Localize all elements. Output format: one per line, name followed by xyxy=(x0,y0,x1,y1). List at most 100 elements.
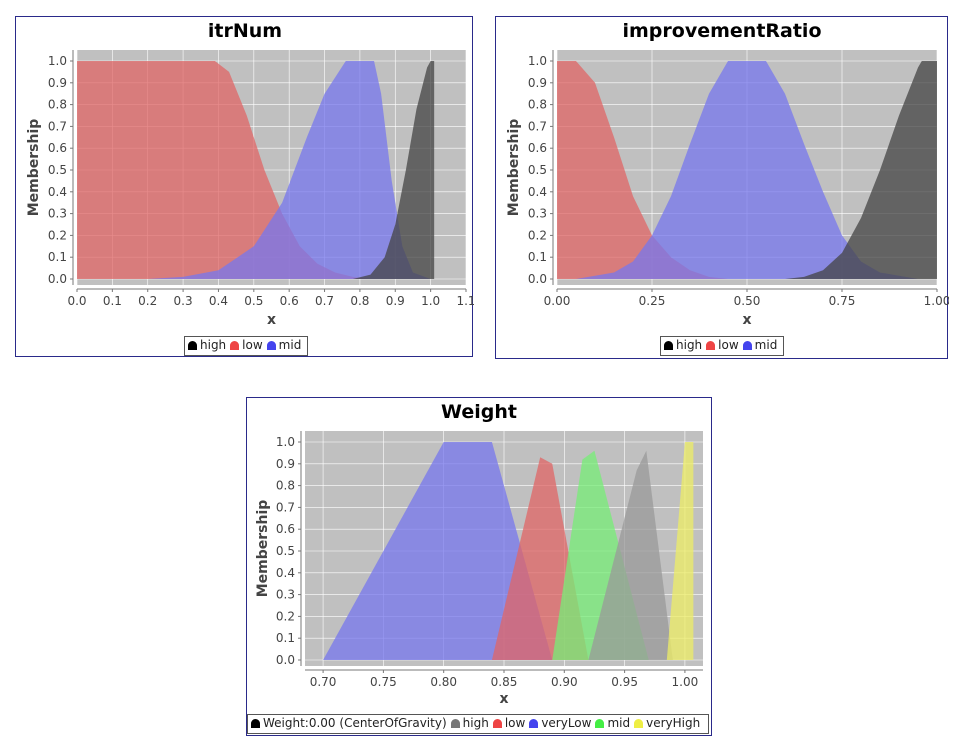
y-tick-label: 0.9 xyxy=(48,76,67,90)
legend-item: low xyxy=(492,716,526,730)
legend-swatch-icon xyxy=(188,341,197,350)
legend-item: low xyxy=(230,338,263,352)
chart-title: improvementRatio xyxy=(623,20,822,42)
y-tick-label: 0.7 xyxy=(276,500,295,514)
legend-label: high xyxy=(200,338,227,352)
y-axis-label: Membership xyxy=(26,119,42,217)
chart-panel-improvementratio: improvementRatio 0.0 0.1 0.2 0.3 0.4 0.5 0.6 0.7… xyxy=(495,16,949,359)
legend-item: mid xyxy=(595,716,630,730)
legend-item: high xyxy=(188,338,226,352)
legend-weight: Weight:0.00 (CenterOfGravity) high low very… xyxy=(247,714,709,734)
x-tick-label: 1.00 xyxy=(672,675,699,689)
legend-swatch-icon xyxy=(251,719,260,728)
x-axis-label: x xyxy=(499,691,508,707)
x-tick-label: 0.75 xyxy=(370,675,397,689)
legend-swatch-icon xyxy=(230,341,240,350)
legend-item: veryHigh xyxy=(634,716,700,730)
x-tick-label: 0.95 xyxy=(611,675,638,689)
y-tick-label: 1.0 xyxy=(276,435,295,449)
legend-swatch-icon xyxy=(664,341,673,350)
x-tick-label: 1.1 xyxy=(456,294,474,308)
legend-itrnum: high low mid xyxy=(184,336,308,356)
y-tick-label: 0.7 xyxy=(528,119,547,133)
x-tick-label: 0.4 xyxy=(209,294,228,308)
chart-title: itrNum xyxy=(208,20,282,42)
series-area-high xyxy=(588,450,673,660)
chart-svg-itrnum: itrNum 0.0 0.1 0.2 0.3 0.4 0.5 0.6 0.7 0.8 0.9 1.0 0… xyxy=(26,20,474,328)
x-tick-label: 0.1 xyxy=(103,294,122,308)
y-tick-label: 0.8 xyxy=(276,479,295,493)
series-area-mid xyxy=(576,61,918,279)
series-area-high xyxy=(785,61,937,279)
legend-label: high xyxy=(462,716,489,730)
legend-item: mid xyxy=(266,338,302,352)
y-tick-label: 0.2 xyxy=(528,228,547,242)
series-area-veryhigh xyxy=(666,442,694,660)
y-tick-label: 0.3 xyxy=(528,207,547,221)
legend-swatch-icon xyxy=(742,341,752,350)
legend-label: low xyxy=(718,338,739,352)
y-axis-label: Membership xyxy=(506,119,522,217)
y-tick-label: 0.6 xyxy=(48,141,67,155)
x-tick-label: 1.00 xyxy=(924,294,949,308)
y-tick-label: 0.1 xyxy=(528,250,547,264)
legend-label: high xyxy=(676,338,703,352)
x-tick-label: 0.5 xyxy=(244,294,263,308)
series-area-low xyxy=(557,61,728,279)
y-tick-label: 0.6 xyxy=(276,522,295,536)
x-tick-label: 0.70 xyxy=(310,675,337,689)
chart-title: Weight xyxy=(441,401,517,423)
chart-svg-improvementratio: improvementRatio 0.0 0.1 0.2 0.3 0.4 0.5 0.6 0.7… xyxy=(506,20,949,328)
y-tick-label: 0.2 xyxy=(48,228,67,242)
x-tick-label: 0.80 xyxy=(430,675,457,689)
legend-label: low xyxy=(504,716,526,730)
chart-panel-itrnum: itrNum 0.0 0.1 0.2 0.3 0.4 0.5 0.6 0.7 0.8 0.9 1.0 0… xyxy=(15,16,474,357)
x-tick-label: 1.0 xyxy=(421,294,440,308)
legend-swatch-icon xyxy=(492,719,502,728)
x-tick-label: 0.50 xyxy=(734,294,761,308)
x-tick-label: 0.6 xyxy=(280,294,299,308)
legend-label: mid xyxy=(607,716,631,730)
x-axis-label: x xyxy=(267,312,276,328)
legend-item: mid xyxy=(742,338,778,352)
y-tick-label: 0.4 xyxy=(48,185,67,199)
chart-panel-weight: Weight 0.0 0.1 0.2 0.3 0.4 0.5 0.6 0.7 0.8 0.9 1.0 0… xyxy=(246,397,712,736)
y-tick-label: 0.9 xyxy=(528,76,547,90)
y-tick-label: 0.2 xyxy=(276,609,295,623)
legend-item: low xyxy=(706,338,739,352)
legend-item: veryLow xyxy=(529,716,591,730)
chart-svg-weight: Weight0.00.10.20.30.40.50.60.70.80.91.00… xyxy=(255,401,703,707)
x-tick-label: 0.7 xyxy=(315,294,334,308)
x-tick-label: 0.85 xyxy=(491,675,518,689)
y-tick-label: 0.8 xyxy=(48,98,67,112)
legend-swatch-icon xyxy=(634,719,644,728)
legend-label: low xyxy=(242,338,263,352)
x-tick-label: 0.8 xyxy=(350,294,369,308)
x-tick-label: 0.25 xyxy=(639,294,666,308)
x-tick-label: 0.2 xyxy=(138,294,157,308)
legend-swatch-icon xyxy=(266,341,276,350)
y-tick-label: 1.0 xyxy=(528,54,547,68)
legend-label: mid xyxy=(278,338,302,352)
legend-label: Weight:0.00 (CenterOfGravity) xyxy=(263,716,447,730)
legend-improvementratio: high low mid xyxy=(660,336,784,356)
y-tick-label: 0.5 xyxy=(528,163,547,177)
y-tick-label: 0.0 xyxy=(48,272,67,286)
series-area-low xyxy=(77,61,371,279)
legend-swatch-icon xyxy=(450,719,460,728)
y-tick-label: 0.6 xyxy=(528,141,547,155)
series-area-high xyxy=(352,61,435,279)
y-tick-label: 0.5 xyxy=(48,163,67,177)
legend-item: high xyxy=(450,716,489,730)
legend-swatch-icon xyxy=(529,719,539,728)
legend-item: Weight:0.00 (CenterOfGravity) xyxy=(251,716,447,730)
legend-swatch-icon xyxy=(595,719,605,728)
x-tick-label: 0.0 xyxy=(67,294,86,308)
x-tick-label: 0.3 xyxy=(174,294,193,308)
legend-swatch-icon xyxy=(706,341,716,350)
y-tick-label: 0.7 xyxy=(48,119,67,133)
y-tick-label: 1.0 xyxy=(48,54,67,68)
legend-label: mid xyxy=(754,338,778,352)
y-tick-label: 0.1 xyxy=(48,250,67,264)
legend-label: veryHigh xyxy=(646,716,701,730)
